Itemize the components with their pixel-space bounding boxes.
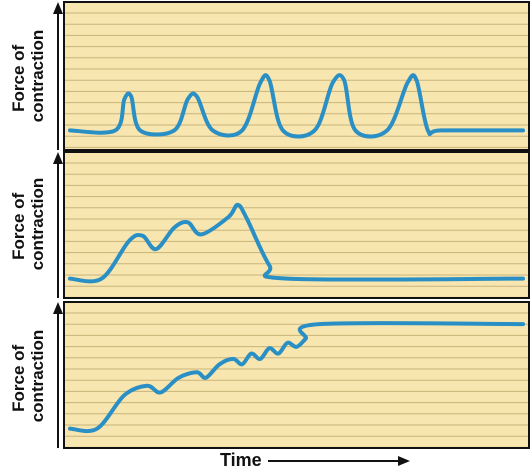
panel-border bbox=[63, 301, 530, 449]
plot-area bbox=[64, 152, 529, 298]
contraction-trace bbox=[68, 320, 525, 434]
y-axis-label-3: Force of contraction bbox=[9, 330, 47, 423]
plot-area bbox=[64, 302, 529, 448]
panel-border bbox=[63, 151, 530, 299]
x-axis-arrow-head bbox=[398, 456, 410, 466]
y-axis-arrow bbox=[53, 2, 63, 14]
y-axis-label-1: Force of contraction bbox=[9, 30, 47, 123]
contraction-trace bbox=[68, 73, 525, 139]
panel-border bbox=[63, 1, 530, 151]
y-axis-arrow bbox=[53, 152, 63, 164]
panel-summation bbox=[53, 151, 530, 299]
panel-single-twitches bbox=[53, 1, 530, 151]
y-axis-arrow bbox=[53, 302, 63, 314]
panel-tetanus bbox=[53, 301, 530, 449]
y-axis-label-2: Force of contraction bbox=[9, 178, 47, 271]
x-axis-label: Time bbox=[220, 450, 262, 470]
contraction-trace bbox=[68, 202, 525, 284]
